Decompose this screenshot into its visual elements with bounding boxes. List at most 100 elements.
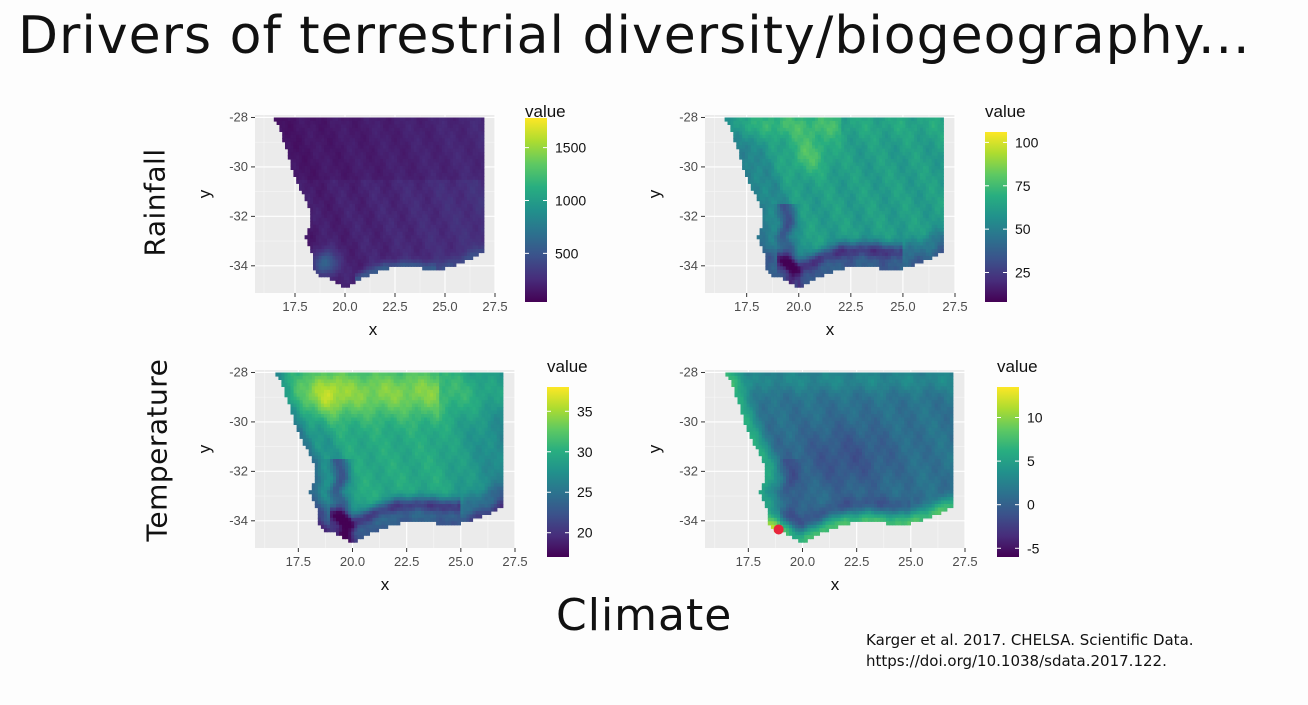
raster-cell [472,165,476,170]
raster-cell [820,134,825,139]
raster-cell [363,155,367,160]
raster-cell [315,141,320,146]
raster-cell [444,252,448,257]
raster-cell [405,228,409,233]
raster-cell [803,249,807,254]
raster-cell [338,217,342,222]
raster-cell [464,255,468,260]
raster-cell [408,238,412,243]
raster-cell [815,169,819,174]
raster-cell [411,172,415,177]
raster-cell [304,179,308,184]
raster-cell [832,238,836,243]
raster-cell [416,259,420,264]
raster-cell [301,148,306,153]
raster-cell [405,259,409,264]
raster-cell [768,217,772,222]
raster-cell [411,200,415,205]
raster-cell [380,190,384,195]
raster-cell [436,148,440,153]
raster-cell [750,141,755,146]
raster-cell [332,242,336,247]
raster-cell [411,217,415,222]
raster-cell [313,183,317,188]
raster-cell [422,117,426,122]
raster-cell [402,145,406,150]
raster-cell [782,262,787,267]
raster-cell [413,245,418,250]
raster-cell [363,145,367,150]
raster-cell [439,193,443,198]
raster-cell [780,204,784,209]
raster-cell [416,221,420,226]
raster-cell [782,235,787,240]
raster-cell [847,148,851,153]
raster-cell [327,183,331,188]
raster-cell [338,162,342,167]
raster-cell [357,204,362,209]
raster-cell [469,235,474,240]
raster-cell [357,273,362,278]
raster-cell [321,179,325,184]
raster-cell [809,249,813,254]
raster-cell [360,169,364,174]
raster-cell [747,165,752,170]
raster-cell [478,127,482,132]
raster-cell [820,214,825,219]
raster-cell [852,238,857,243]
raster-cell [399,262,404,267]
raster-cell [355,276,359,281]
raster-cell [852,138,857,143]
raster-cell [313,224,317,229]
raster-cell [788,169,793,174]
raster-cell [360,210,364,215]
raster-cell [430,217,434,222]
raster-cell [338,183,342,188]
raster-cell [870,235,874,240]
raster-cell [324,190,328,195]
raster-cell [867,207,871,212]
raster-cell [447,242,451,247]
raster-cell [360,235,364,240]
raster-cell [876,131,880,136]
raster-cell [467,190,471,195]
raster-cell [430,214,434,219]
raster-cell [397,197,401,202]
raster-cell [299,186,303,191]
raster-cell [363,159,367,164]
raster-cell [461,193,465,198]
raster-cell [469,245,474,250]
raster-cell [388,228,392,233]
raster-cell [806,127,810,132]
raster-cell [780,224,784,229]
raster-cell [301,134,306,139]
raster-cell [771,183,775,188]
raster-cell [374,145,378,150]
raster-cell [419,235,423,240]
raster-cell [304,117,308,122]
raster-cell [285,120,289,125]
raster-cell [794,159,799,164]
raster-cell [402,120,406,125]
raster-cell [296,120,300,125]
raster-cell [307,228,311,233]
raster-cell [310,124,314,129]
raster-cell [458,193,462,198]
raster-cell [800,127,804,132]
raster-cell [355,186,359,191]
raster-cell [383,217,387,222]
raster-cell [332,224,336,229]
raster-cell [815,273,819,278]
raster-cell [458,134,462,139]
raster-cell [759,134,764,139]
raster-cell [771,259,775,264]
raster-cell [318,245,322,250]
raster-cell [453,176,457,181]
raster-cell [377,159,381,164]
raster-cell [371,165,376,170]
raster-cell [450,117,454,122]
raster-cell [324,238,328,243]
raster-cell [366,245,370,250]
raster-cell [405,117,409,122]
raster-cell [369,245,373,250]
